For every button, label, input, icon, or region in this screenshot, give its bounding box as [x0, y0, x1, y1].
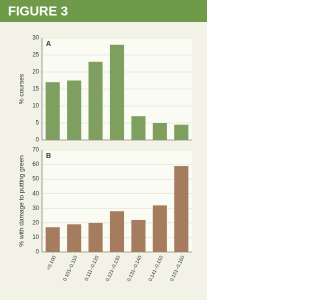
y-tick-label: 5	[36, 121, 40, 127]
y-tick-label: 15	[32, 87, 39, 93]
panel-label: B	[46, 153, 51, 160]
y-tick-label: 40	[32, 191, 39, 197]
bar	[174, 124, 189, 140]
bar	[131, 219, 146, 252]
bar	[67, 80, 82, 140]
bar	[152, 123, 167, 140]
y-axis-label: % with damage to putting green	[19, 155, 26, 247]
y-axis-label: % courses	[19, 73, 26, 104]
bar	[131, 116, 146, 140]
bar	[174, 166, 189, 252]
y-tick-label: 25	[32, 53, 39, 59]
figure: FIGURE 3 0 5 10 15 20 25 30 A % courses 0 10 20 30 40…	[0, 0, 207, 300]
y-tick-label: 50	[32, 177, 39, 183]
bar	[45, 227, 60, 252]
bar	[88, 61, 103, 140]
figure-label: FIGURE 3	[8, 3, 68, 18]
bar	[109, 44, 125, 140]
y-tick-label: 10	[32, 104, 39, 110]
banner	[0, 0, 207, 22]
bar	[152, 205, 167, 252]
y-tick-label: 70	[32, 148, 39, 154]
y-tick-label: 0	[36, 138, 40, 144]
bar	[67, 224, 82, 252]
y-tick-label: 0	[36, 250, 40, 256]
y-tick-label: 20	[32, 70, 39, 76]
bar	[109, 211, 125, 252]
y-tick-label: 10	[32, 235, 39, 241]
y-tick-label: 60	[32, 162, 39, 168]
y-tick-label: 30	[32, 206, 39, 212]
y-tick-label: 20	[32, 220, 39, 226]
bar	[88, 222, 103, 252]
panel-label: A	[46, 41, 51, 48]
bar	[45, 82, 60, 140]
y-tick-label: 30	[32, 36, 39, 42]
